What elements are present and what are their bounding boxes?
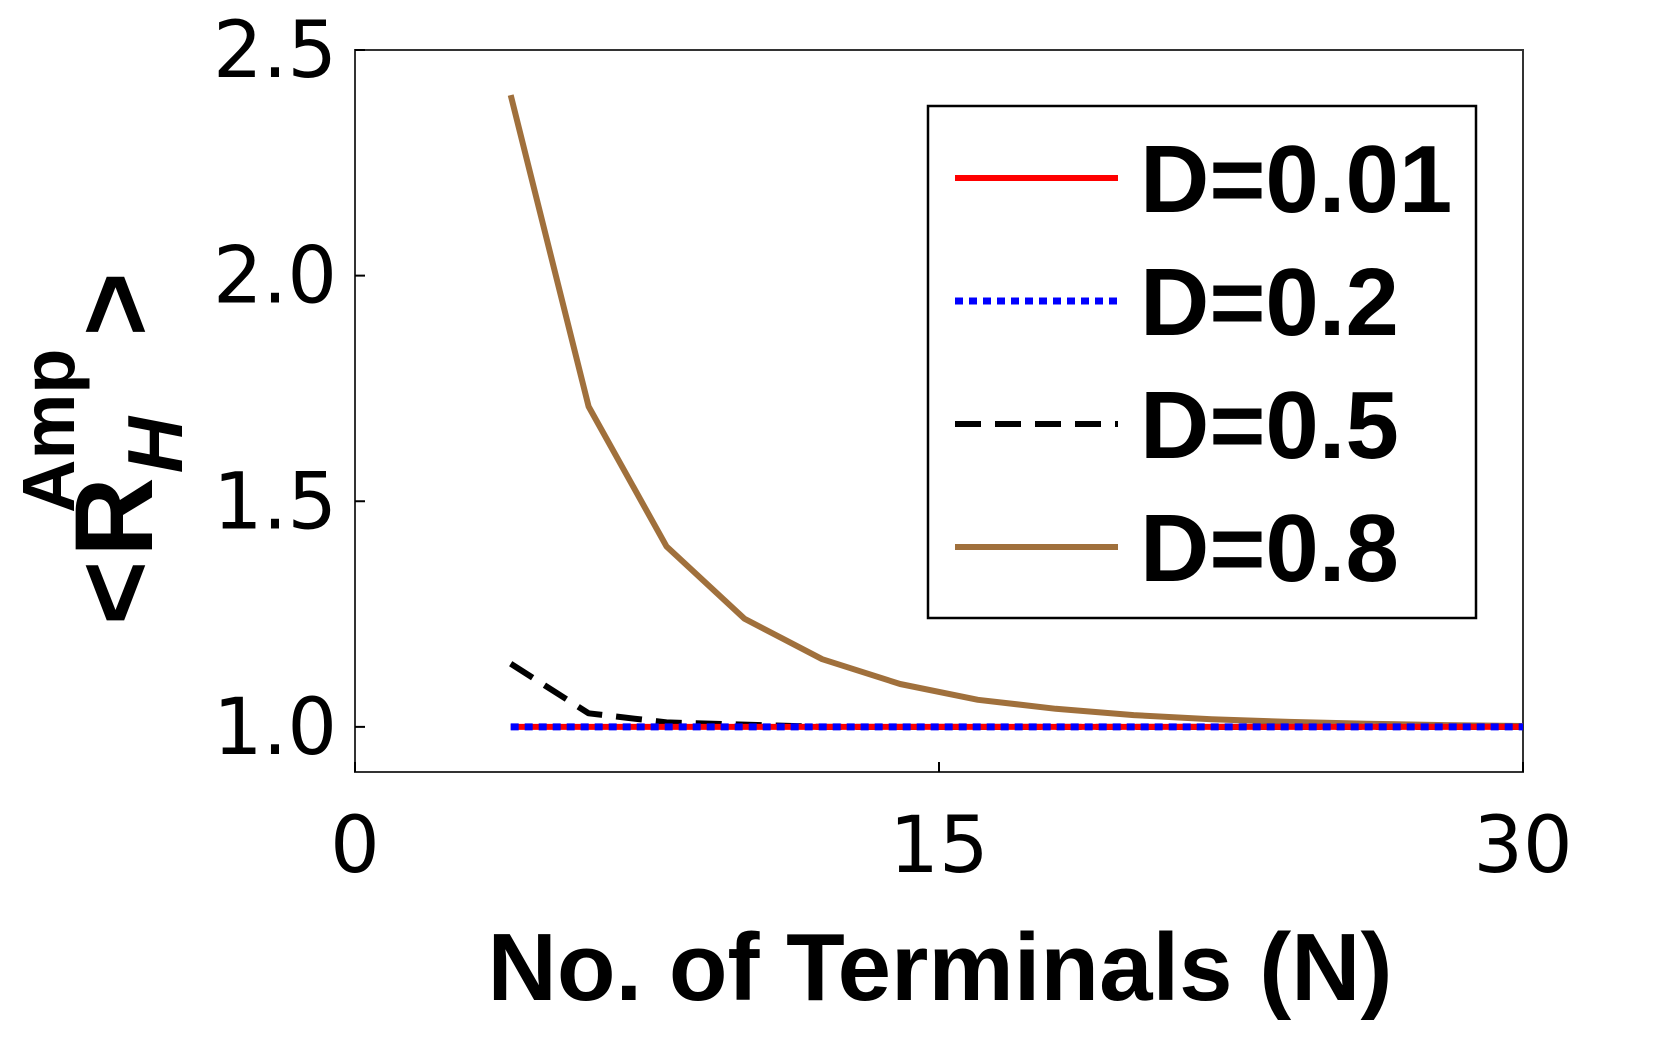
y-axis-title-subscript: H [111,415,199,473]
legend-label: D=0.5 [1140,372,1399,479]
y-axis-title: < R H Amp > [7,272,199,625]
y-tick-label: 1.5 [213,457,337,547]
series-line-d-0-5 [509,661,1523,730]
y-tick-label: 1.0 [213,683,337,773]
axis-ticks: 1.0 1.5 2.0 2.5 0 15 30 [213,6,1573,891]
y-tick-label: 2.0 [213,232,337,322]
x-tick-label: 30 [1473,801,1572,891]
legend-label: D=0.8 [1140,495,1399,602]
y-axis-title-superscript: Amp [7,349,90,513]
x-axis-title: No. of Terminals (N) [488,914,1393,1021]
y-axis-title-close: > [53,272,176,336]
y-axis-title-main: R [53,477,176,556]
x-tick-label: 15 [889,801,988,891]
svg-text:< R H Amp: < R H Amp > [7,272,199,625]
legend-label: D=0.2 [1140,249,1399,356]
y-tick-label: 2.5 [213,6,337,96]
y-axis-title-open: < [53,561,176,625]
legend: D=0.01 D=0.2 D=0.5 D=0.8 [926,104,1478,620]
series-layer [507,94,1524,731]
x-tick-label: 0 [330,801,380,891]
legend-label: D=0.01 [1140,126,1452,233]
legend-box [926,104,1478,620]
